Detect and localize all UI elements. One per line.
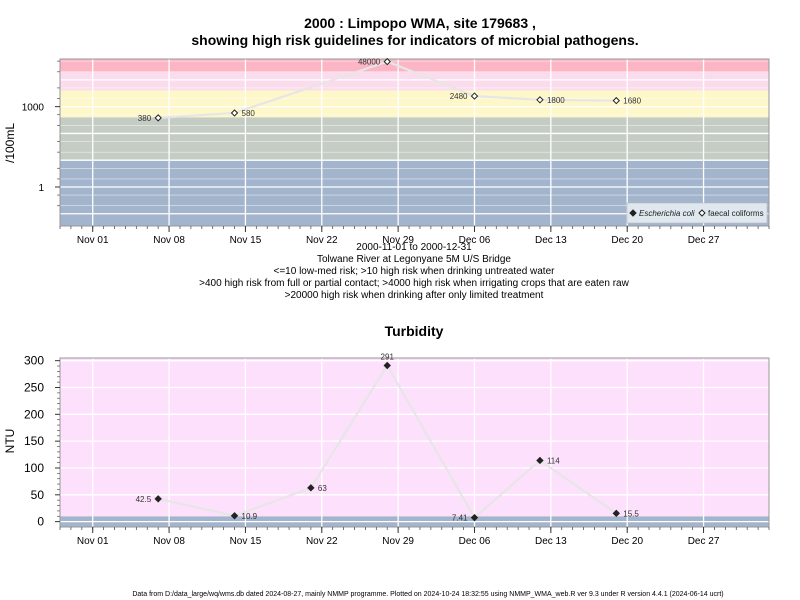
legend-label: Escherichia coli xyxy=(639,209,695,218)
y-tick-label: 250 xyxy=(24,381,44,395)
y-tick-label: 50 xyxy=(31,488,45,502)
y-axis: 1 1000 xyxy=(22,60,60,207)
x-tick-label: Dec 13 xyxy=(535,536,567,547)
x-tick-label: Dec 06 xyxy=(459,235,491,246)
x-tick-label: Nov 01 xyxy=(77,235,109,246)
x-tick-label: Nov 08 xyxy=(153,235,185,246)
risk-band-1 xyxy=(60,117,769,161)
x-tick-label: Nov 29 xyxy=(382,235,414,246)
y-tick-label: 300 xyxy=(24,354,44,368)
x-tick-label: Dec 20 xyxy=(611,536,643,547)
chart1-plot: Nov 01 Nov 08 Nov 15 Nov 22 Nov 29 Dec 06 Dec … xyxy=(22,58,770,246)
x-tick-label: Nov 01 xyxy=(77,536,109,547)
data-label: 1680 xyxy=(623,97,641,106)
data-label: 2480 xyxy=(450,92,468,101)
x-tick-label: Dec 20 xyxy=(611,235,643,246)
data-label: 291 xyxy=(381,353,395,362)
x-tick-label: Dec 13 xyxy=(535,235,567,246)
data-point xyxy=(536,456,544,465)
data-point xyxy=(470,513,479,522)
data-point xyxy=(383,361,391,370)
data-label: 1800 xyxy=(547,96,565,105)
risk-band-2 xyxy=(60,90,769,118)
chart1-caption-3: <=10 low-med risk; >10 high risk when dr… xyxy=(274,266,556,277)
x-tick-label: Nov 29 xyxy=(382,536,414,547)
data-label: 114 xyxy=(547,456,560,465)
y-tick-label: 200 xyxy=(24,407,44,421)
x-tick-label: Dec 27 xyxy=(688,536,720,547)
x-tick-label: Dec 06 xyxy=(459,536,491,547)
risk-band-4 xyxy=(60,59,769,72)
risk-band-1 xyxy=(60,358,769,517)
x-axis: Nov 01 Nov 08 Nov 15 Nov 22 Nov 29 Dec 06 Dec … xyxy=(59,527,770,547)
x-axis: Nov 01 Nov 08 Nov 15 Nov 22 Nov 29 Dec 06 Dec … xyxy=(59,226,770,246)
x-tick-label: Nov 22 xyxy=(306,536,338,547)
data-point xyxy=(470,92,479,100)
legend-marker xyxy=(629,209,637,217)
x-tick-label: Dec 27 xyxy=(688,235,720,246)
data-point xyxy=(307,484,315,492)
data-point xyxy=(230,512,239,520)
chart2-ylabel: NTU xyxy=(3,429,17,454)
x-tick-label: Nov 15 xyxy=(230,536,262,547)
data-point xyxy=(154,495,162,503)
chart1-caption-4: >400 high risk from full or partial cont… xyxy=(199,278,629,289)
chart2-title: Turbidity xyxy=(385,323,444,339)
grid xyxy=(60,59,769,226)
chart1-caption-1: 2000-11-01 to 2000-12-31 xyxy=(356,242,472,253)
chart1-ylabel: /100mL xyxy=(3,123,17,163)
data-label: 42.5 xyxy=(136,495,152,504)
data-point xyxy=(612,509,620,518)
data-label: 580 xyxy=(242,109,256,118)
plot-frame xyxy=(59,58,770,227)
y-tick-label: 150 xyxy=(24,434,44,448)
x-tick-label: Nov 22 xyxy=(306,235,338,246)
footer-note: Data from D:/data_large/wq/wms.db dated … xyxy=(132,591,723,598)
data-point xyxy=(230,109,239,117)
data-label: 63 xyxy=(318,484,327,493)
data-point xyxy=(536,96,544,104)
chart1-title: 2000 : Limpopo WMA, site 179683 , xyxy=(304,15,536,31)
legend: Escherichia coli faecal coliforms xyxy=(626,202,768,224)
data-label: 10.9 xyxy=(242,512,258,521)
data-label: 15.5 xyxy=(623,509,639,518)
risk-band-3 xyxy=(60,71,769,91)
y-tick-label: 100 xyxy=(24,461,44,475)
data-point xyxy=(612,96,620,105)
chart1-caption-2: Tolwane River at Legonyane 5M U/S Bridge xyxy=(317,254,511,265)
data-point xyxy=(383,57,391,66)
data-label: 48000 xyxy=(358,58,381,67)
chart2-plot: Nov 01 Nov 08 Nov 15 Nov 22 Nov 29 Dec 06 Dec … xyxy=(24,353,770,547)
y-tick-label: 0 xyxy=(37,515,44,529)
chart1-caption-5: >20000 high risk when drinking after onl… xyxy=(285,290,544,301)
x-tick-label: Nov 15 xyxy=(230,235,262,246)
risk-bands xyxy=(60,59,769,226)
data-label: 7.41 xyxy=(452,514,468,523)
data-point xyxy=(154,114,162,122)
plot-frame xyxy=(59,357,770,528)
x-tick-label: Nov 08 xyxy=(153,536,185,547)
chart1-subtitle: showing high risk guidelines for indicat… xyxy=(191,32,638,48)
legend-marker xyxy=(698,209,706,217)
data-label: 380 xyxy=(138,114,152,123)
series-1: 380 580 48000 2480 1800 1680 xyxy=(138,58,642,123)
y-tick-label: 1000 xyxy=(22,103,45,114)
legend-label: faecal coliforms xyxy=(708,209,764,218)
y-axis: 0 50 100 150 200 250 300 xyxy=(24,354,60,529)
series-line xyxy=(158,60,617,119)
series-0: 42.5 10.9 63 291 7.41 114 15.5 xyxy=(136,353,640,523)
legend-box xyxy=(626,202,768,224)
y-tick-label: 1 xyxy=(38,183,44,194)
